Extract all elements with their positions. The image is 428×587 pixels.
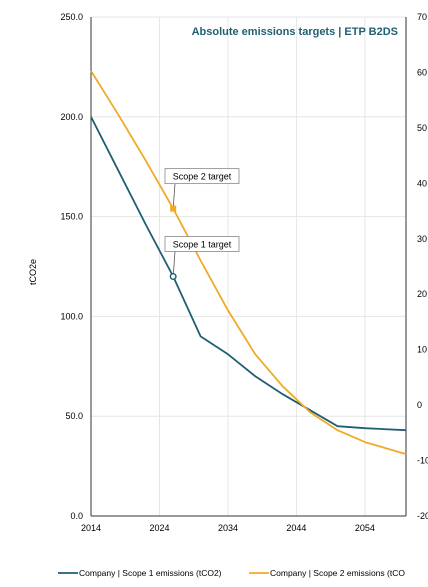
y-tick-label: 250.0 — [60, 12, 83, 22]
scope-1-target-marker — [169, 272, 177, 280]
x-tick-label: 2034 — [218, 523, 238, 533]
annotation-leader — [172, 251, 176, 277]
x-tick-label: 2054 — [355, 523, 375, 533]
annotation-box — [164, 168, 240, 185]
x-tick-label: 2044 — [286, 523, 306, 533]
y2-tick-label: 30 — [417, 234, 427, 244]
x-tick-label: 2024 — [149, 523, 169, 533]
y2-tick-label: 20 — [417, 289, 427, 299]
y2-tick-label: 60 — [417, 67, 427, 77]
y-tick-label: 150.0 — [60, 212, 83, 222]
annotations: Scope 2 target Scope 1 target — [164, 168, 240, 280]
chart-title: Absolute emissions targets | ETP B2DS — [192, 26, 398, 38]
y2-tick-label: 10 — [417, 345, 427, 355]
y2-tick-label: -10 — [417, 456, 428, 466]
legend-label-1: Company | Scope 1 emissions (tCO2) — [79, 568, 222, 578]
axes: 0.0 50.0 100.0 150.0 200.0 250.0 2014 2024 2034 2… — [60, 12, 428, 533]
legend-label-2: Company | Scope 2 emissions (tCO — [270, 568, 405, 578]
y2-tick-label: 50 — [417, 123, 427, 133]
y2-tick-label: -20 — [417, 511, 428, 521]
series-line-1 — [90, 116, 407, 432]
annotation-label: Scope 2 target — [173, 172, 232, 182]
series-line-2 — [90, 70, 407, 455]
x-tick-label: 2014 — [81, 523, 101, 533]
y-tick-label: 200.0 — [60, 112, 83, 122]
y-tick-label: 100.0 — [60, 311, 83, 321]
annotation-box — [164, 236, 240, 252]
y2-tick-label: 0 — [417, 400, 422, 410]
grid — [90, 16, 406, 517]
y-tick-label: 50.0 — [65, 411, 83, 421]
annotation-leader — [172, 183, 176, 209]
series — [90, 70, 407, 455]
y2-tick-label: 70 — [417, 12, 427, 22]
scope-2-target-marker — [170, 205, 177, 212]
y-tick-label: 0.0 — [70, 511, 83, 521]
legend: Company | Scope 1 emissions (tCO2) Compan… — [58, 568, 405, 578]
y2-tick-label: 40 — [417, 178, 427, 188]
annotation-label: Scope 1 target — [173, 239, 232, 249]
y-axis-label: tCO2e — [28, 259, 38, 285]
